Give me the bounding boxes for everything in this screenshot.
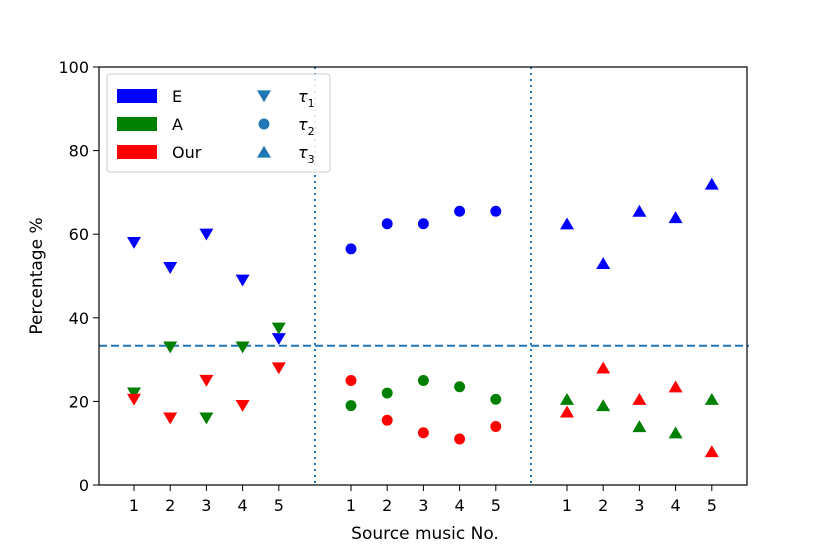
axes-layer: 0 20 40 60 80 100 1 2 3 4 5 1 2 3 4 5 1 2 3 4 5: [58, 58, 716, 515]
point-a-τ2-4: [454, 381, 466, 393]
legend-label-our: Our: [172, 143, 202, 162]
point-our-τ1-2: [163, 412, 178, 425]
point-e-τ3-4: [668, 211, 683, 224]
legend-box: [106, 73, 331, 173]
x-tick-label-τ1-1: 1: [129, 496, 139, 515]
y-tick-label-40: 40: [69, 309, 89, 328]
legend-label-a: A: [172, 115, 183, 134]
point-e-τ3-3: [632, 204, 647, 217]
x-tick-label-τ3-4: 4: [671, 496, 681, 515]
point-a-τ1-2: [163, 341, 178, 354]
legend-marker-triangle-up: [257, 145, 271, 158]
point-e-τ1-4: [235, 274, 250, 287]
point-e-τ2-2: [381, 218, 393, 230]
point-e-τ2-5: [490, 205, 502, 217]
point-a-τ2-3: [417, 375, 429, 386]
point-a-τ2-5: [490, 393, 502, 405]
point-a-τ1-4: [235, 341, 250, 354]
point-a-τ3-1: [560, 393, 574, 405]
x-tick-label-τ3-1: 1: [562, 496, 572, 515]
point-a-τ3-4: [668, 426, 683, 439]
x-tick-label-τ1-3: 3: [201, 496, 211, 515]
x-tick-label-τ2-3: 3: [418, 496, 428, 515]
y-tick-label-100: 100: [58, 58, 89, 77]
point-our-τ2-3: [417, 427, 429, 439]
legend-swatch-a: [117, 117, 157, 131]
point-a-τ1-5: [271, 322, 286, 335]
point-a-τ3-3: [632, 420, 647, 433]
point-a-τ2-2: [381, 387, 393, 399]
y-axis-label: Percentage %: [27, 217, 47, 334]
x-tick-label-τ1-2: 2: [165, 496, 175, 515]
legend-swatch-e: [117, 89, 157, 103]
point-a-τ2-1: [345, 400, 357, 412]
y-tick-label-80: 80: [69, 142, 89, 161]
point-e-τ3-1: [560, 217, 574, 230]
point-e-τ1-1: [127, 236, 141, 249]
point-a-τ3-2: [596, 399, 611, 412]
point-our-τ2-4: [454, 433, 466, 445]
legend-marker-circle: [258, 118, 270, 130]
point-our-τ1-3: [199, 374, 214, 387]
point-e-τ1-2: [163, 262, 178, 274]
point-e-τ1-5: [271, 333, 286, 345]
point-our-τ3-2: [596, 361, 611, 374]
point-our-τ1-4: [235, 399, 250, 412]
y-tick-label-20: 20: [69, 392, 89, 411]
point-a-τ3-5: [704, 393, 719, 405]
legend-swatch-our: [117, 145, 157, 159]
point-our-τ1-1: [127, 393, 141, 406]
point-e-τ3-5: [704, 177, 719, 190]
x-tick-label-τ1-4: 4: [238, 496, 248, 515]
point-our-τ1-5: [271, 362, 286, 375]
x-axis-label: Source music No.: [351, 524, 499, 544]
point-a-τ1-1: [127, 387, 141, 400]
point-our-τ3-1: [560, 405, 574, 418]
x-tick-label-τ1-5: 5: [274, 496, 284, 515]
x-tick-label-τ2-5: 5: [491, 496, 501, 515]
point-our-τ2-2: [381, 414, 393, 426]
point-e-τ2-4: [454, 205, 466, 217]
y-tick-label-0: 0: [79, 476, 89, 495]
point-our-τ3-5: [704, 445, 719, 458]
point-a-τ1-3: [199, 412, 214, 425]
x-tick-label-τ2-4: 4: [455, 496, 465, 515]
point-e-τ2-1: [345, 243, 357, 255]
point-e-τ2-3: [417, 218, 429, 230]
x-tick-label-τ3-3: 3: [634, 496, 644, 515]
point-e-τ1-3: [199, 228, 214, 241]
point-our-τ2-5: [490, 421, 502, 432]
point-our-τ3-3: [632, 393, 647, 405]
x-tick-label-τ2-2: 2: [382, 496, 392, 515]
point-e-τ3-2: [596, 257, 611, 270]
point-our-τ2-1: [345, 375, 357, 386]
legend-label-e: E: [172, 87, 182, 106]
x-tick-label-τ3-5: 5: [707, 496, 717, 515]
x-tick-label-τ3-2: 2: [598, 496, 608, 515]
x-tick-label-τ2-1: 1: [346, 496, 356, 515]
legend-marker-triangle-down: [257, 90, 271, 103]
point-our-τ3-4: [668, 380, 683, 393]
plot-layer: [99, 67, 749, 485]
y-tick-label-60: 60: [69, 225, 89, 244]
